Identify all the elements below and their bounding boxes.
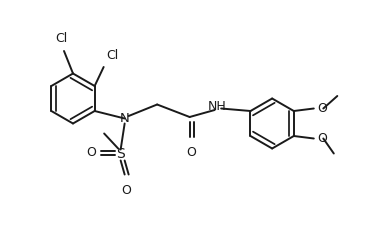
- Text: S: S: [116, 148, 125, 161]
- Text: Cl: Cl: [106, 49, 119, 62]
- Text: O: O: [122, 183, 132, 197]
- Text: NH: NH: [208, 100, 227, 112]
- Text: O: O: [86, 146, 96, 159]
- Text: O: O: [317, 102, 327, 115]
- Text: N: N: [120, 112, 130, 125]
- Text: O: O: [317, 132, 327, 145]
- Text: O: O: [187, 146, 196, 159]
- Text: Cl: Cl: [55, 32, 68, 45]
